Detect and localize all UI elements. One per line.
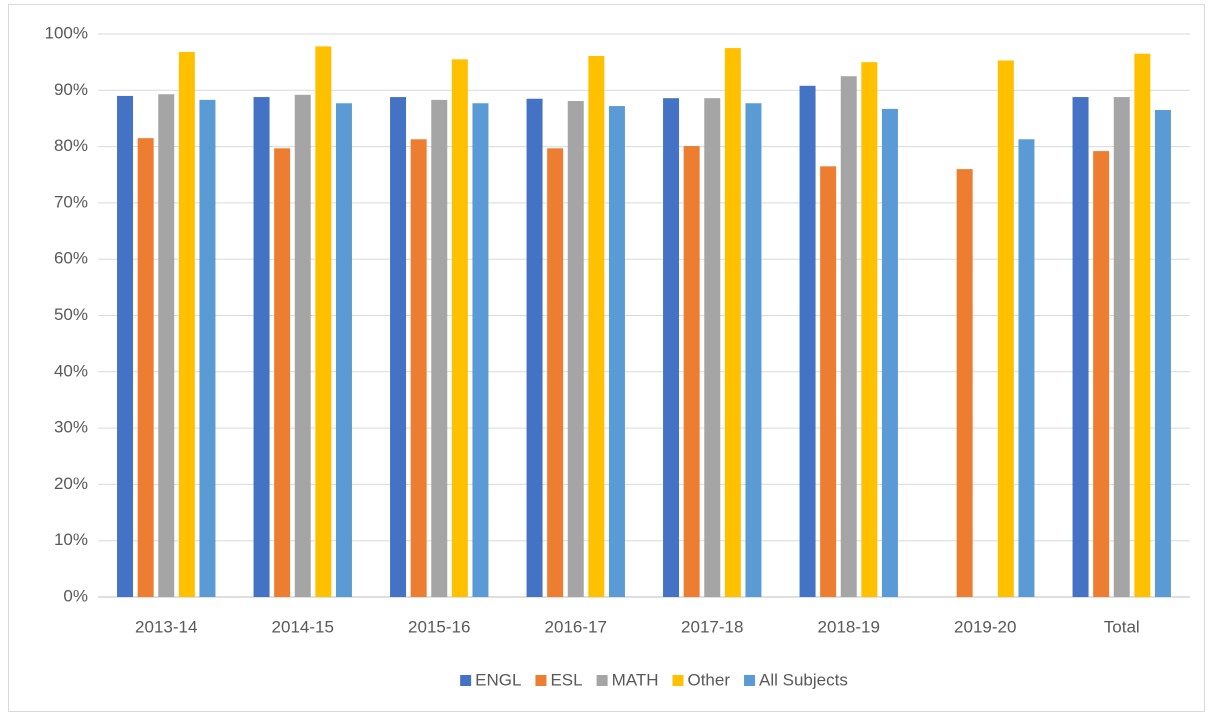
y-tick-label: 80% [54,136,88,155]
bar [745,103,762,598]
x-tick-label: 2015-16 [408,617,470,636]
bar [1018,139,1035,597]
y-tick-label: 50% [54,305,88,324]
bar [663,98,680,597]
y-tick-label: 70% [54,192,88,211]
x-tick-label: Total [1104,617,1140,636]
bar [199,99,216,597]
bar [820,166,837,597]
bar [724,48,741,597]
bar [1072,97,1089,597]
x-tick-label: 2019-20 [954,617,1016,636]
y-tick-label: 0% [63,586,88,605]
y-tick-label: 90% [54,80,88,99]
legend-swatch [744,675,756,686]
x-tick-label: 2017-18 [681,617,743,636]
y-tick-label: 40% [54,361,88,380]
bar [431,99,448,597]
bar [683,146,700,598]
bar [315,46,332,598]
bar [608,106,625,598]
bar [178,52,195,598]
bar [274,148,291,597]
legend-label: All Subjects [759,670,848,689]
y-tick-label: 20% [54,474,88,493]
bar [881,108,898,597]
bar [588,55,605,597]
bar [704,98,721,597]
bar [861,62,878,597]
bar [1134,53,1151,597]
y-tick-label: 60% [54,249,88,268]
legend-label: ENGL [475,670,521,689]
bar [567,100,584,597]
bar [1113,97,1130,597]
bar [526,98,543,598]
legend-label: ESL [550,670,582,689]
bar [117,95,134,598]
legend-label: MATH [612,670,659,689]
legend-label: Other [687,670,730,689]
bar [799,85,816,598]
bar [410,139,427,597]
bar [451,59,468,597]
legend-swatch [672,675,684,686]
bar [158,94,175,597]
bar [253,97,270,597]
x-tick-label: 2018-19 [818,617,880,636]
bar [472,103,489,598]
y-tick-label: 30% [54,418,88,437]
bar [137,138,154,597]
y-tick-label: 10% [54,530,88,549]
bar [390,97,407,597]
bar [997,60,1014,597]
bar [956,169,973,597]
bar [1154,110,1171,597]
bar [294,94,311,597]
legend-swatch [535,675,547,686]
bar [335,103,352,598]
bar [840,76,857,598]
legend-swatch [460,675,472,686]
y-tick-label: 100% [45,23,88,42]
bar [1093,151,1110,597]
legend-swatch [596,675,608,686]
x-tick-label: 2013-14 [135,617,197,636]
bar [547,148,564,597]
x-tick-label: 2016-17 [545,617,607,636]
x-tick-label: 2014-15 [272,617,334,636]
